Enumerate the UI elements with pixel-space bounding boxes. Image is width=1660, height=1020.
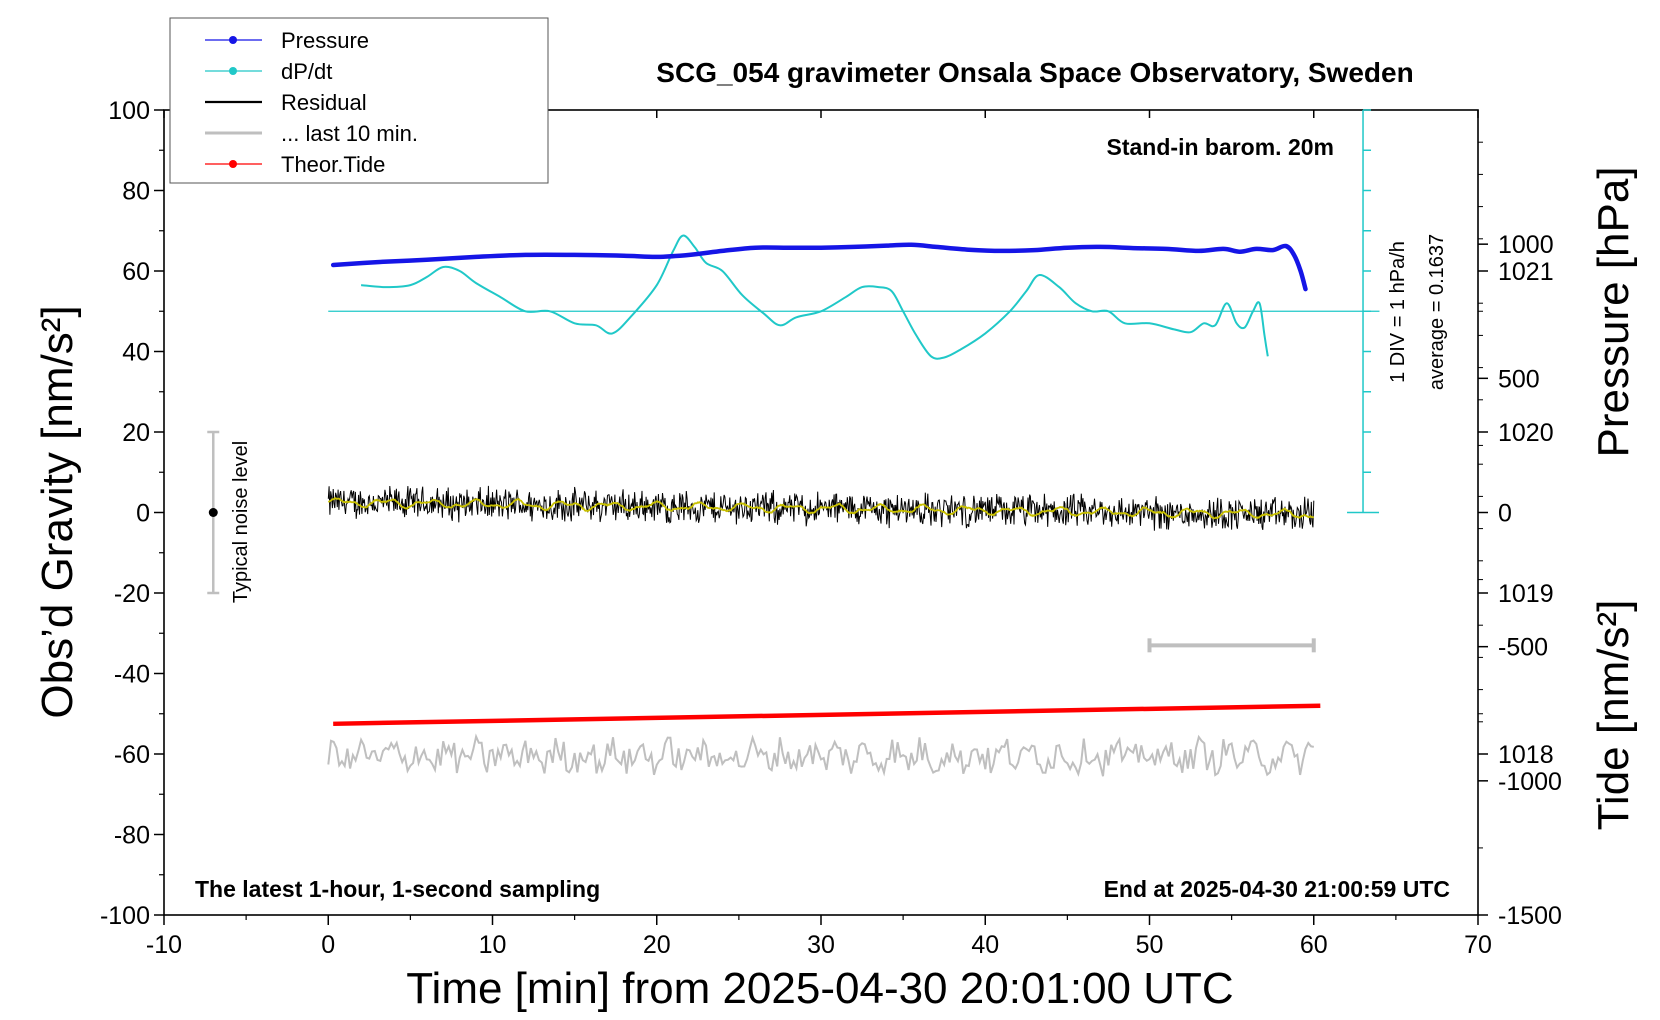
series-residual-smoothed-line	[327, 497, 1314, 520]
y-axis-label-tide: Tide [nm/s²]	[1589, 600, 1638, 831]
sampling-note: The latest 1-hour, 1-second sampling	[195, 876, 600, 902]
y-tick-label: -60	[114, 741, 150, 769]
x-tick-label: -10	[146, 931, 182, 959]
x-tick-label: 30	[807, 931, 835, 959]
pressure-tick-label: 1018	[1498, 741, 1554, 769]
tide-tick-label: 0	[1498, 500, 1512, 528]
series-dpdt-line	[361, 234, 1269, 360]
x-tick-label: 40	[971, 931, 999, 959]
noise-level-bar	[207, 430, 220, 595]
pressure-axis-ticks: 1021 1020 1019 1018	[1478, 141, 1554, 769]
end-time-note: End at 2025-04-30 21:00:59 UTC	[1104, 876, 1450, 902]
series-last-10-min-line	[327, 733, 1315, 777]
legend-swatch-marker	[229, 160, 237, 168]
series-residual-line	[327, 485, 1315, 531]
legend: Pressure dP/dt Residual ... last 10 min. The…	[169, 17, 549, 184]
x-axis-label: Time [min] from 2025-04-30 20:01:00 UTC	[406, 964, 1233, 1013]
y-tick-label: 40	[122, 339, 150, 367]
chart-title: SCG_054 gravimeter Onsala Space Observat…	[656, 57, 1413, 88]
x-tick-label: 20	[643, 931, 671, 959]
legend-items: Pressure dP/dt Residual ... last 10 min. The…	[205, 28, 418, 177]
y-tick-label: 60	[122, 258, 150, 286]
y-tick-label: 0	[136, 500, 150, 528]
x-tick-label: 70	[1464, 931, 1492, 959]
tide-tick-label: 500	[1498, 365, 1540, 393]
y-tick-label: -40	[114, 661, 150, 689]
x-tick-label: 50	[1136, 931, 1164, 959]
noise-label: Typical noise level	[230, 441, 252, 603]
dpdt-scale-bar	[1347, 109, 1380, 514]
legend-label: dP/dt	[281, 59, 332, 84]
legend-label: Theor.Tide	[281, 152, 385, 177]
x-axis-ticks: -10 0 10 20 30 40 50 60 70	[146, 110, 1492, 959]
pressure-tick-label: 1020	[1498, 419, 1554, 447]
pressure-tick-label: 1019	[1498, 580, 1554, 608]
y-axis-ticks: 100 80 60 40 20 0 -20 -40 -60 -80 -100	[100, 97, 164, 930]
series-tide-line	[333, 703, 1321, 727]
y-axis-label-pressure: Pressure [hPa]	[1589, 166, 1638, 457]
y-tick-label: 80	[122, 178, 150, 206]
pressure-tick-label: 1021	[1498, 258, 1554, 286]
tide-tick-label: -1500	[1498, 902, 1562, 930]
legend-swatch-marker	[229, 36, 237, 44]
tide-tick-label: -500	[1498, 634, 1548, 662]
noise-bar-center-dot	[208, 508, 218, 517]
legend-swatch-marker	[229, 67, 237, 75]
y-axis-label-left: Obs’d Gravity [nm/s²]	[33, 305, 82, 718]
y-tick-label: -20	[114, 580, 150, 608]
barometer-note: Stand-in barom. 20m	[1107, 134, 1334, 160]
x-tick-label: 0	[321, 931, 335, 959]
y-tick-label: -100	[100, 902, 150, 930]
x-tick-label: 60	[1300, 931, 1328, 959]
div-scale-label: 1 DIV = 1 hPa/h	[1387, 241, 1409, 383]
ten-minute-bar	[1147, 638, 1316, 653]
y-tick-label: 20	[122, 419, 150, 447]
tide-axis-ticks: 1000 500 0 -500 -1000 -1500	[1478, 231, 1562, 930]
x-tick-label: 10	[479, 931, 507, 959]
y-tick-label: 100	[108, 97, 150, 125]
series-pressure-line	[330, 242, 1308, 292]
tide-tick-label: -1000	[1498, 768, 1562, 796]
legend-box	[169, 17, 549, 184]
legend-label: Residual	[281, 90, 367, 115]
y-tick-label: -80	[114, 822, 150, 850]
series-layer	[327, 234, 1380, 777]
average-label: average = 0.1637	[1426, 234, 1448, 390]
tide-tick-label: 1000	[1498, 231, 1554, 259]
legend-label: Pressure	[281, 28, 369, 53]
legend-label: ... last 10 min.	[281, 121, 418, 146]
